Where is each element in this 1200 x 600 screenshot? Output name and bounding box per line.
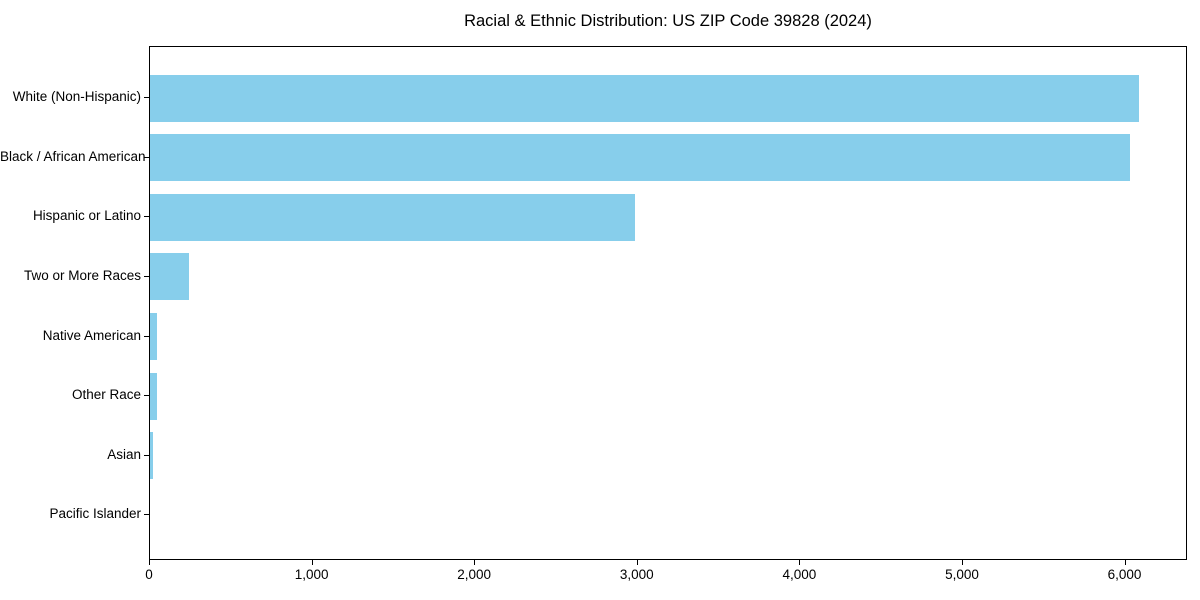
y-tick-label: Black / African American (0, 148, 146, 164)
x-tick-mark (961, 560, 963, 565)
bar-two-or-more-races (150, 253, 189, 301)
y-tick-mark (144, 395, 149, 397)
x-tick-mark (799, 560, 801, 565)
chart-title: Racial & Ethnic Distribution: US ZIP Cod… (464, 12, 872, 30)
y-tick-label: Hispanic or Latino (32, 208, 141, 224)
bar-white-non-hispanic (150, 74, 1139, 122)
y-tick-mark (144, 454, 149, 456)
bar-hispanic-or-latino (150, 193, 635, 241)
y-tick-mark (144, 97, 149, 98)
y-tick-mark (144, 216, 149, 218)
x-tick-label: 3,000 (619, 567, 654, 582)
y-tick-label: Native American (42, 327, 141, 343)
y-tick-label: Other Race (71, 387, 141, 403)
x-tick-label: 5,000 (945, 567, 979, 582)
y-tick-label: Asian (107, 446, 141, 462)
bar-other-race (150, 372, 157, 420)
y-tick-mark (144, 275, 149, 277)
y-tick-mark (144, 335, 149, 337)
bar-native-american (150, 313, 157, 361)
x-tick-mark (1124, 560, 1126, 565)
y-tick-mark (144, 514, 149, 516)
x-tick-mark (636, 560, 638, 565)
y-tick-label: Pacific Islander (49, 506, 141, 522)
y-tick-label: Two or More Races (23, 267, 141, 283)
x-tick-label: 2,000 (457, 567, 492, 582)
x-tick-label: 1,000 (294, 567, 329, 582)
x-tick-label: 4,000 (782, 567, 817, 582)
bar-black-african-american (150, 134, 1130, 182)
x-tick-mark (149, 560, 150, 565)
x-tick-mark (474, 560, 476, 565)
x-tick-label: 0 (145, 567, 153, 582)
y-tick-label: White (Non-Hispanic) (12, 89, 141, 104)
x-tick-label: 6,000 (1107, 567, 1142, 582)
plot-area (149, 46, 1187, 560)
x-tick-mark (311, 560, 313, 565)
y-tick-mark (144, 156, 149, 158)
bar-asian (150, 432, 153, 480)
